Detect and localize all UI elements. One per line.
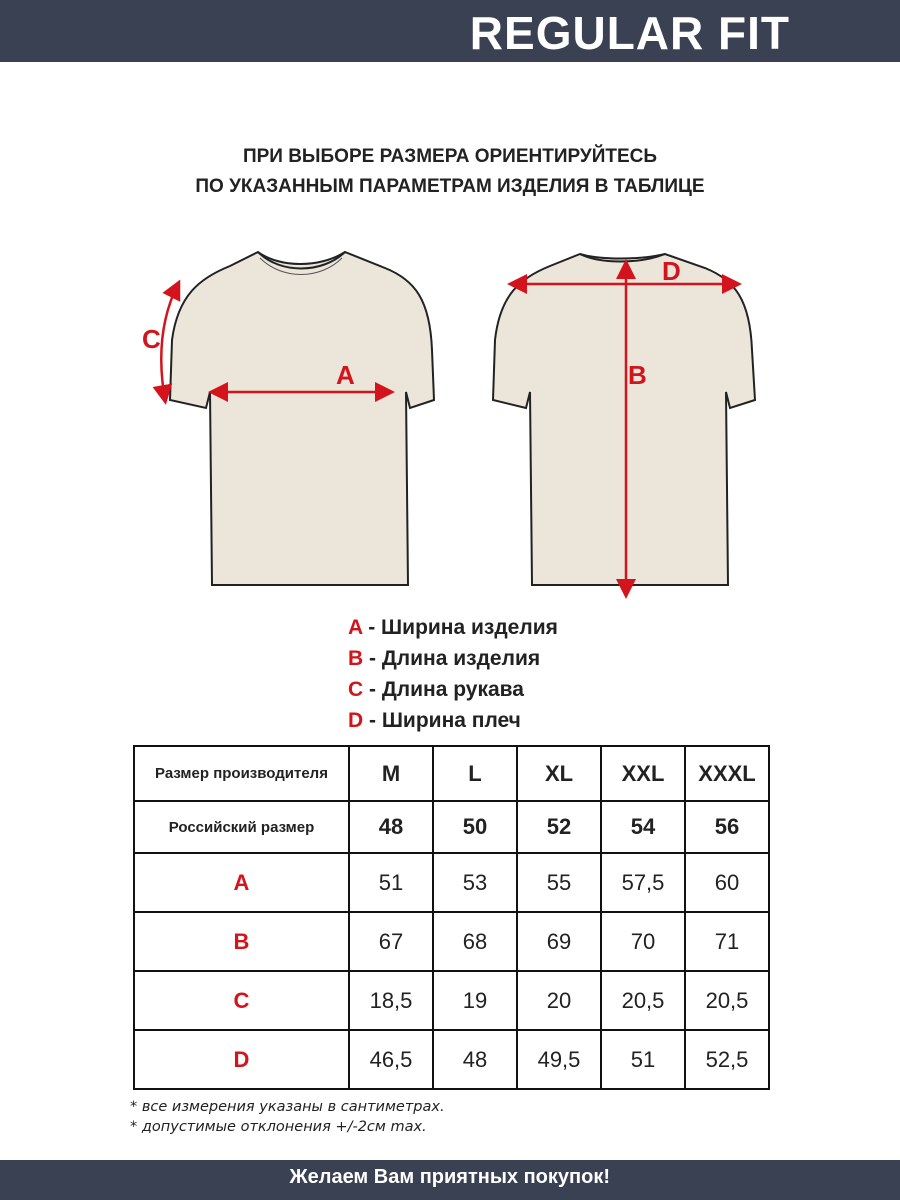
footnote: * все измерения указаны в сантиметрах.	[130, 1099, 445, 1115]
table-cell: 52	[516, 800, 602, 854]
fit-title: REGULAR FIT	[469, 7, 790, 59]
front-tshirt	[168, 250, 436, 586]
table-cell: 67	[348, 911, 434, 972]
row-key: D	[133, 1029, 350, 1090]
size-table: Размер производителя M L XL XXL XXXL Рос…	[133, 745, 770, 1090]
row-key: A	[133, 852, 350, 913]
legend-text: - Ширина изделия	[362, 616, 558, 639]
table-row: Размер производителя M L XL XXL XXXL	[133, 745, 770, 802]
table-cell: XL	[516, 745, 602, 802]
table-cell: 20	[516, 970, 602, 1031]
tshirt-diagram: A C D B	[142, 250, 757, 599]
table-cell: 51	[348, 852, 434, 913]
subtitle-line-2: ПО УКАЗАННЫМ ПАРАМЕТРАМ ИЗДЕЛИЯ В ТАБЛИЦ…	[195, 176, 705, 197]
table-row: D 46,5 48 49,5 51 52,5	[133, 1029, 770, 1090]
table-cell: 18,5	[348, 970, 434, 1031]
table-cell: 56	[684, 800, 770, 854]
table-cell: M	[348, 745, 434, 802]
legend-item: C - Длина рукава	[348, 674, 558, 705]
table-row: C 18,5 19 20 20,5 20,5	[133, 970, 770, 1031]
table-cell: 70	[600, 911, 686, 972]
label-b: B	[628, 360, 647, 390]
table-cell: 49,5	[516, 1029, 602, 1090]
table-row: A 51 53 55 57,5 60	[133, 852, 770, 913]
legend-text: - Ширина плеч	[363, 709, 521, 732]
table-cell: 60	[684, 852, 770, 913]
table-cell: 51	[600, 1029, 686, 1090]
legend-item: B - Длина изделия	[348, 643, 558, 674]
measure-lines	[152, 259, 742, 599]
russian-size-label: Российский размер	[133, 800, 350, 854]
table-cell: 48	[432, 1029, 518, 1090]
footer-bar: Желаем Вам приятных покупок!	[0, 1160, 900, 1200]
legend-key: D	[348, 709, 364, 732]
measurement-legend: A - Ширина изделия B - Длина изделия C -…	[348, 612, 558, 736]
table-cell: 55	[516, 852, 602, 913]
label-c: C	[142, 324, 161, 354]
table-cell: 46,5	[348, 1029, 434, 1090]
table-cell: 54	[600, 800, 686, 854]
table-cell: XXL	[600, 745, 686, 802]
table-cell: XXXL	[684, 745, 770, 802]
subtitle: ПРИ ВЫБОРЕ РАЗМЕРА ОРИЕНТИРУЙТЕСЬ ПО УКА…	[0, 142, 900, 202]
table-cell: 19	[432, 970, 518, 1031]
table-cell: 52,5	[684, 1029, 770, 1090]
legend-key: B	[348, 647, 364, 670]
legend-key: C	[348, 678, 364, 701]
subtitle-line-1: ПРИ ВЫБОРЕ РАЗМЕРА ОРИЕНТИРУЙТЕСЬ	[242, 146, 658, 167]
label-a: A	[336, 360, 355, 390]
manufacturer-size-label: Размер производителя	[133, 745, 350, 802]
header-bar: REGULAR FIT	[0, 0, 900, 62]
table-cell: 50	[432, 800, 518, 854]
row-key: C	[133, 970, 350, 1031]
back-tshirt	[491, 252, 757, 586]
footnote: * допустимые отклонения +/-2см max.	[130, 1119, 427, 1135]
table-row: B 67 68 69 70 71	[133, 911, 770, 972]
table-cell: 68	[432, 911, 518, 972]
row-key: B	[133, 911, 350, 972]
table-cell: 57,5	[600, 852, 686, 913]
footnotes: * все измерения указаны в сантиметрах. *…	[130, 1097, 445, 1137]
legend-item: A - Ширина изделия	[348, 612, 558, 643]
table-cell: L	[432, 745, 518, 802]
label-d: D	[662, 256, 681, 286]
table-cell: 48	[348, 800, 434, 854]
legend-key: A	[348, 616, 363, 639]
table-cell: 53	[432, 852, 518, 913]
table-cell: 71	[684, 911, 770, 972]
legend-item: D - Ширина плеч	[348, 705, 558, 736]
legend-text: - Длина рукава	[363, 678, 524, 701]
legend-text: - Длина изделия	[363, 647, 541, 670]
table-cell: 20,5	[684, 970, 770, 1031]
table-cell: 20,5	[600, 970, 686, 1031]
table-cell: 69	[516, 911, 602, 972]
table-row: Российский размер 48 50 52 54 56	[133, 800, 770, 854]
footer-text: Желаем Вам приятных покупок!	[289, 1166, 610, 1188]
